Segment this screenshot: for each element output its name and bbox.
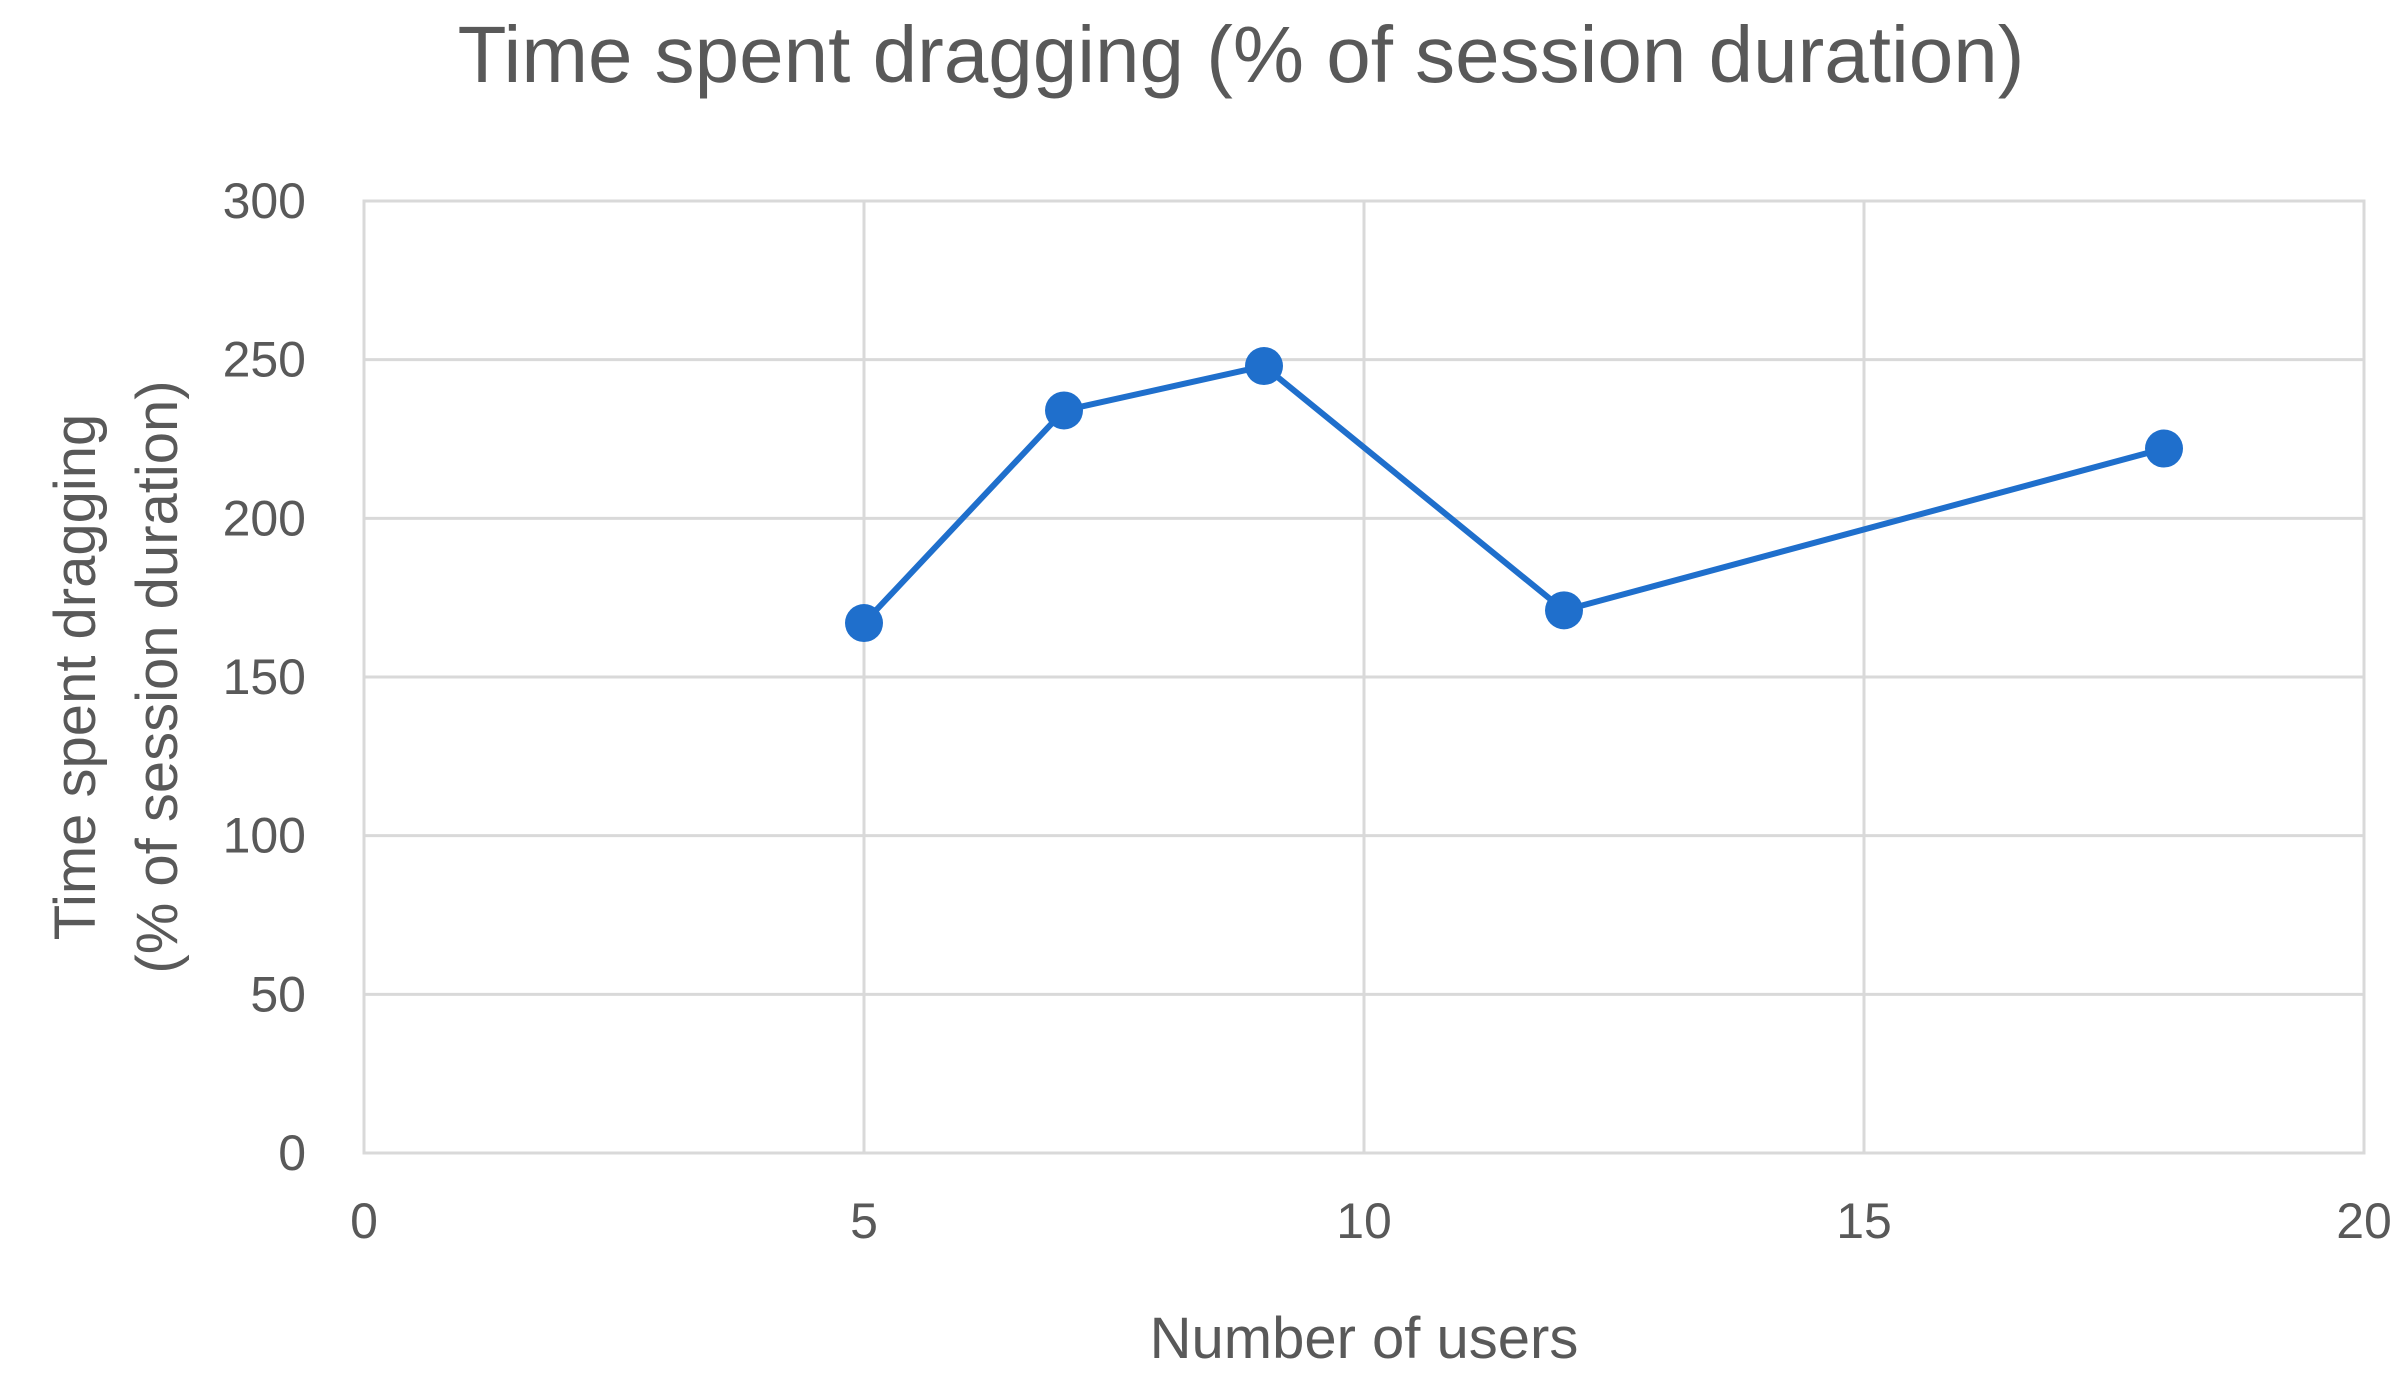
x-tick-label: 0 <box>350 1193 378 1249</box>
y-tick-label: 300 <box>223 173 306 229</box>
y-tick-label: 250 <box>223 332 306 388</box>
x-tick-label: 5 <box>850 1193 878 1249</box>
x-tick-label: 10 <box>1336 1193 1392 1249</box>
x-axis-tick-labels: 0 5 10 15 20 <box>350 1193 2392 1249</box>
y-tick-label: 50 <box>250 966 306 1022</box>
plot-area-border <box>362 199 2366 1155</box>
x-tick-label: 20 <box>2336 1193 2392 1249</box>
y-tick-label: 100 <box>223 808 306 864</box>
series-group <box>845 347 2183 643</box>
data-point <box>1045 391 1083 430</box>
data-point <box>1545 591 1583 630</box>
y-tick-label: 200 <box>223 490 306 546</box>
grid <box>362 199 2366 1155</box>
y-tick-label: 150 <box>223 649 306 705</box>
y-axis-label-line-2: (% of session duration) <box>125 380 190 973</box>
data-point <box>1245 347 1283 386</box>
y-axis-label-line-1: Time spent dragging <box>43 414 108 941</box>
chart-title: Time spent dragging (% of session durati… <box>458 10 2025 99</box>
x-tick-label: 15 <box>1836 1193 1892 1249</box>
y-axis-tick-labels: 0 50 100 150 200 250 300 <box>223 173 306 1181</box>
y-tick-label: 0 <box>278 1125 306 1181</box>
y-axis-label: Time spent dragging (% of session durati… <box>43 380 190 973</box>
x-axis-label: Number of users <box>1150 1306 1579 1371</box>
data-point <box>845 604 883 643</box>
data-point <box>2145 429 2183 468</box>
